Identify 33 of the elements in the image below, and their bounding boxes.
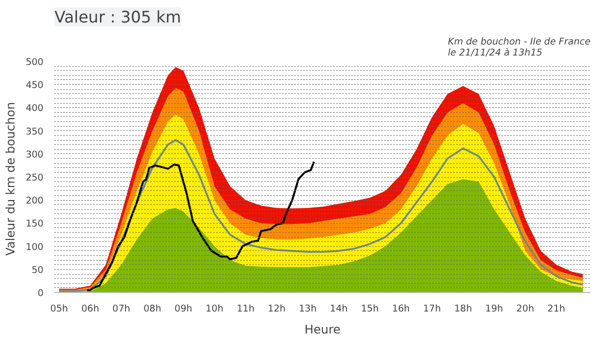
y-axis-title: Valeur du km de bouchon [4,102,18,256]
x-tick-label: 12h [268,304,286,314]
x-tick-label: 21h [547,304,566,314]
y-tick-label: 150 [26,218,44,230]
x-tick-label: 15h [360,304,379,314]
y-tick-label: 350 [26,126,44,138]
chart-title: Valeur : 305 km [54,8,182,26]
y-tick-label: 300 [26,149,44,160]
x-tick-label: 07h [112,304,130,314]
y-tick-label: 100 [26,242,44,253]
y-tick-label: 500 [26,57,44,68]
x-tick-label: 06h [81,304,100,314]
y-tick-label: 0 [38,288,44,299]
y-tick-label: 50 [32,264,44,276]
x-tick-label: 05h [50,304,68,314]
x-tick-label: 19h [485,304,504,314]
x-tick-label: 16h [392,304,410,314]
y-tick-label: 200 [26,196,44,207]
x-tick-label: 09h [174,304,192,314]
x-tick-label: 08h [143,304,162,314]
x-tick-label: 11h [236,304,255,314]
x-tick-label: 20h [516,304,534,314]
x-tick-label: 18h [454,304,472,314]
x-tick-label: 14h [330,304,348,314]
line-series [86,160,315,292]
chart-subtitle: Km de bouchon - Ile de France le 21/11/24 à 13h15 [448,36,591,58]
y-tick-label: 450 [26,80,44,92]
x-tick-label: 17h [423,304,442,314]
y-tick-label: 400 [26,103,44,114]
x-tick-label: 10h [206,304,224,314]
y-tick-label: 250 [26,172,44,184]
x-axis-title: Heure [304,322,341,336]
x-tick-label: 13h [298,304,317,314]
